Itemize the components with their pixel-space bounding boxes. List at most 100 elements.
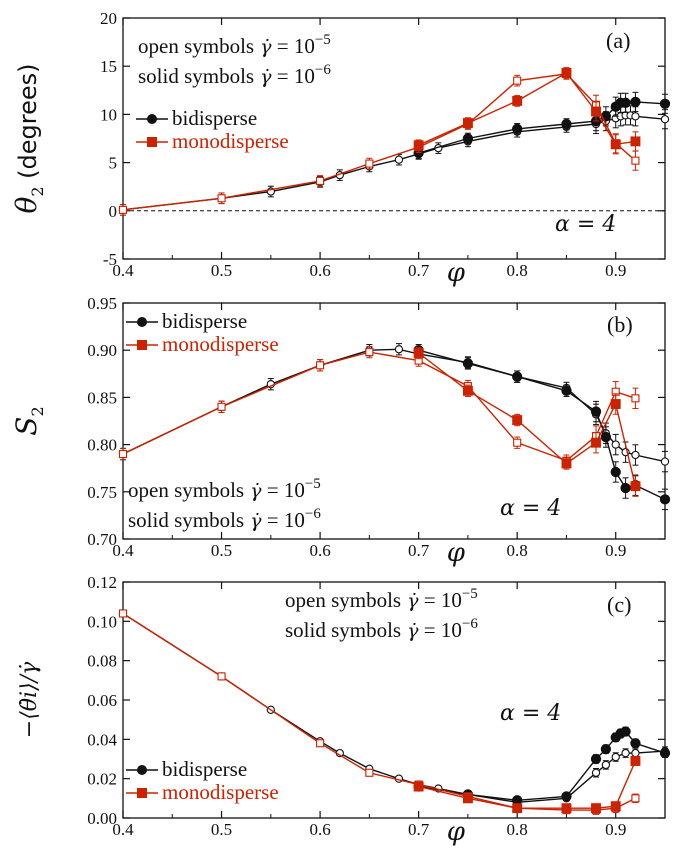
data-point (591, 768, 601, 777)
y-tick-label: 0.70 (87, 530, 117, 549)
data-point (462, 793, 473, 804)
data-point (413, 348, 424, 358)
data-point (561, 458, 572, 469)
alpha-label: α = 4 (500, 496, 561, 521)
data-point (394, 345, 404, 354)
legend-label: monodisperse (162, 780, 279, 804)
x-tick-label: 0.4 (112, 541, 134, 560)
y-axis-label: S2 (10, 406, 47, 435)
data-point (631, 394, 640, 403)
series-line (418, 101, 666, 154)
data-point (611, 440, 620, 449)
legend-marker (137, 788, 147, 798)
data-point (512, 415, 523, 426)
x-tick-label: 0.6 (309, 820, 330, 839)
x-tick-label: 0.9 (605, 261, 626, 280)
data-point (610, 466, 621, 478)
y-tick-label: 0.02 (87, 770, 117, 789)
y-tick-label: 0.04 (87, 730, 117, 749)
alpha-label: α = 4 (500, 701, 561, 726)
y-axis-label: θ2 (degrees) (10, 63, 47, 213)
legend-marker (137, 340, 147, 350)
plot-frame (122, 302, 666, 540)
x-tick-label: 0.5 (211, 261, 232, 280)
data-point (512, 371, 523, 382)
data-point (631, 112, 640, 121)
x-tick-label: 0.5 (211, 541, 232, 560)
data-point (561, 803, 572, 814)
series-line (122, 348, 666, 463)
panel-label: (c) (607, 592, 631, 617)
data-point (620, 97, 631, 108)
data-point (601, 760, 611, 770)
legend-label: bidisperse (162, 309, 247, 333)
data-point (561, 385, 572, 396)
data-point (512, 95, 523, 106)
data-point (631, 450, 640, 460)
note-solid-symbols: solid symbols γ̇ = 10−6 (285, 616, 478, 642)
data-point (118, 449, 128, 459)
legend-marker (147, 114, 157, 124)
y-tick-label: 0.00 (87, 809, 117, 828)
data-point (610, 801, 621, 812)
x-tick-label: 0.5 (211, 820, 232, 839)
note-solid-symbols: solid symbols γ̇ = 10−6 (128, 506, 321, 532)
y-tick-label: 0.10 (87, 612, 117, 631)
data-point (660, 115, 670, 124)
series-bidisperse-open-circle (118, 343, 670, 473)
series-monodisperse-solid-square (413, 756, 641, 814)
data-point (630, 481, 641, 492)
x-tick-label: 0.8 (507, 820, 528, 839)
y-tick-label: -5 (103, 250, 117, 269)
data-point (217, 672, 226, 681)
data-point (590, 753, 602, 765)
data-point (462, 133, 474, 144)
data-point (591, 106, 601, 117)
data-point (611, 752, 620, 762)
data-point (118, 205, 128, 214)
data-point (365, 768, 374, 777)
data-point (660, 457, 670, 466)
y-tick-label: 15 (100, 57, 117, 76)
series-monodisperse-solid-square (413, 67, 641, 155)
x-tick-label: 0.7 (408, 541, 430, 560)
data-point (659, 494, 671, 505)
data-point (659, 747, 671, 759)
y-tick-label: 0.08 (87, 652, 117, 671)
data-point (316, 739, 325, 748)
y-tick-label: 0.95 (87, 294, 117, 313)
note-solid-symbols: solid symbols γ̇ = 10−6 (138, 62, 331, 88)
x-tick-label: 0.8 (507, 541, 528, 560)
data-point (413, 140, 424, 151)
note-open-symbols: open symbols γ̇ = 10−5 (138, 32, 331, 58)
panel-c: 0.4 0.5 0.6 0.7 0.8 0.9 0.00 0.02 0.04 0.06 0.08 0.… (17, 573, 671, 847)
x-tick-label: 0.9 (605, 541, 626, 560)
series-line (122, 351, 636, 462)
series-bidisperse-solid-circle (413, 91, 671, 159)
x-axis-label: φ (447, 538, 466, 568)
data-point (630, 738, 641, 749)
x-tick-label: 0.7 (408, 261, 430, 280)
data-point (512, 123, 523, 135)
series-monodisperse-solid-square (413, 346, 641, 497)
x-tick-label: 0.8 (507, 261, 528, 280)
note-open-symbols: open symbols γ̇ = 10−5 (128, 476, 321, 502)
data-point (561, 118, 572, 130)
data-point (462, 358, 474, 369)
data-point (365, 159, 374, 168)
data-point (591, 803, 601, 814)
y-tick-label: 20 (100, 9, 117, 28)
x-tick-label: 0.9 (605, 820, 626, 839)
legend-marker (137, 765, 147, 775)
series-line (418, 71, 636, 146)
data-point (610, 139, 621, 150)
y-axis-label: −⟨θ̇i⟩/γ̇ (17, 661, 42, 738)
panel-label: (b) (607, 312, 633, 337)
panel-label: (a) (606, 28, 630, 53)
series-line (418, 349, 666, 501)
x-tick-label: 0.4 (112, 261, 134, 280)
data-point (600, 431, 612, 443)
